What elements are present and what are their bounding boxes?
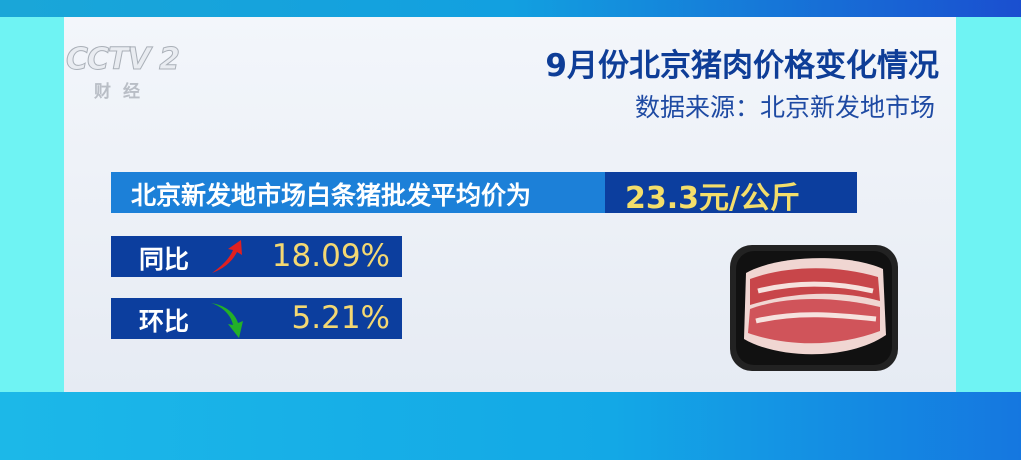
channel-logo: CCTV 2 财经	[65, 42, 180, 103]
yoy-label: 同比	[139, 245, 190, 274]
bottom-banner	[0, 392, 1021, 460]
logo-text: CCTV 2	[65, 42, 180, 78]
page-title: 9月份北京猪肉价格变化情况	[545, 48, 939, 84]
headline-label: 北京新发地市场白条猪批发平均价为	[111, 172, 605, 213]
mom-value: 5.21%	[291, 300, 390, 336]
logo-sub: 财经	[94, 82, 152, 102]
green-down-arrow-icon	[211, 303, 243, 338]
mom-label: 环比	[139, 307, 190, 336]
mom-row: 环比 5.21%	[111, 298, 402, 339]
yoy-row: 同比 18.09%	[111, 236, 402, 277]
pork-tray-image	[730, 245, 898, 371]
yoy-value: 18.09%	[271, 238, 390, 274]
data-source: 数据来源：北京新发地市场	[634, 93, 935, 122]
headline-price: 23.3元/公斤	[605, 172, 857, 216]
red-up-arrow-icon	[212, 240, 242, 273]
top-banner	[0, 0, 1021, 17]
